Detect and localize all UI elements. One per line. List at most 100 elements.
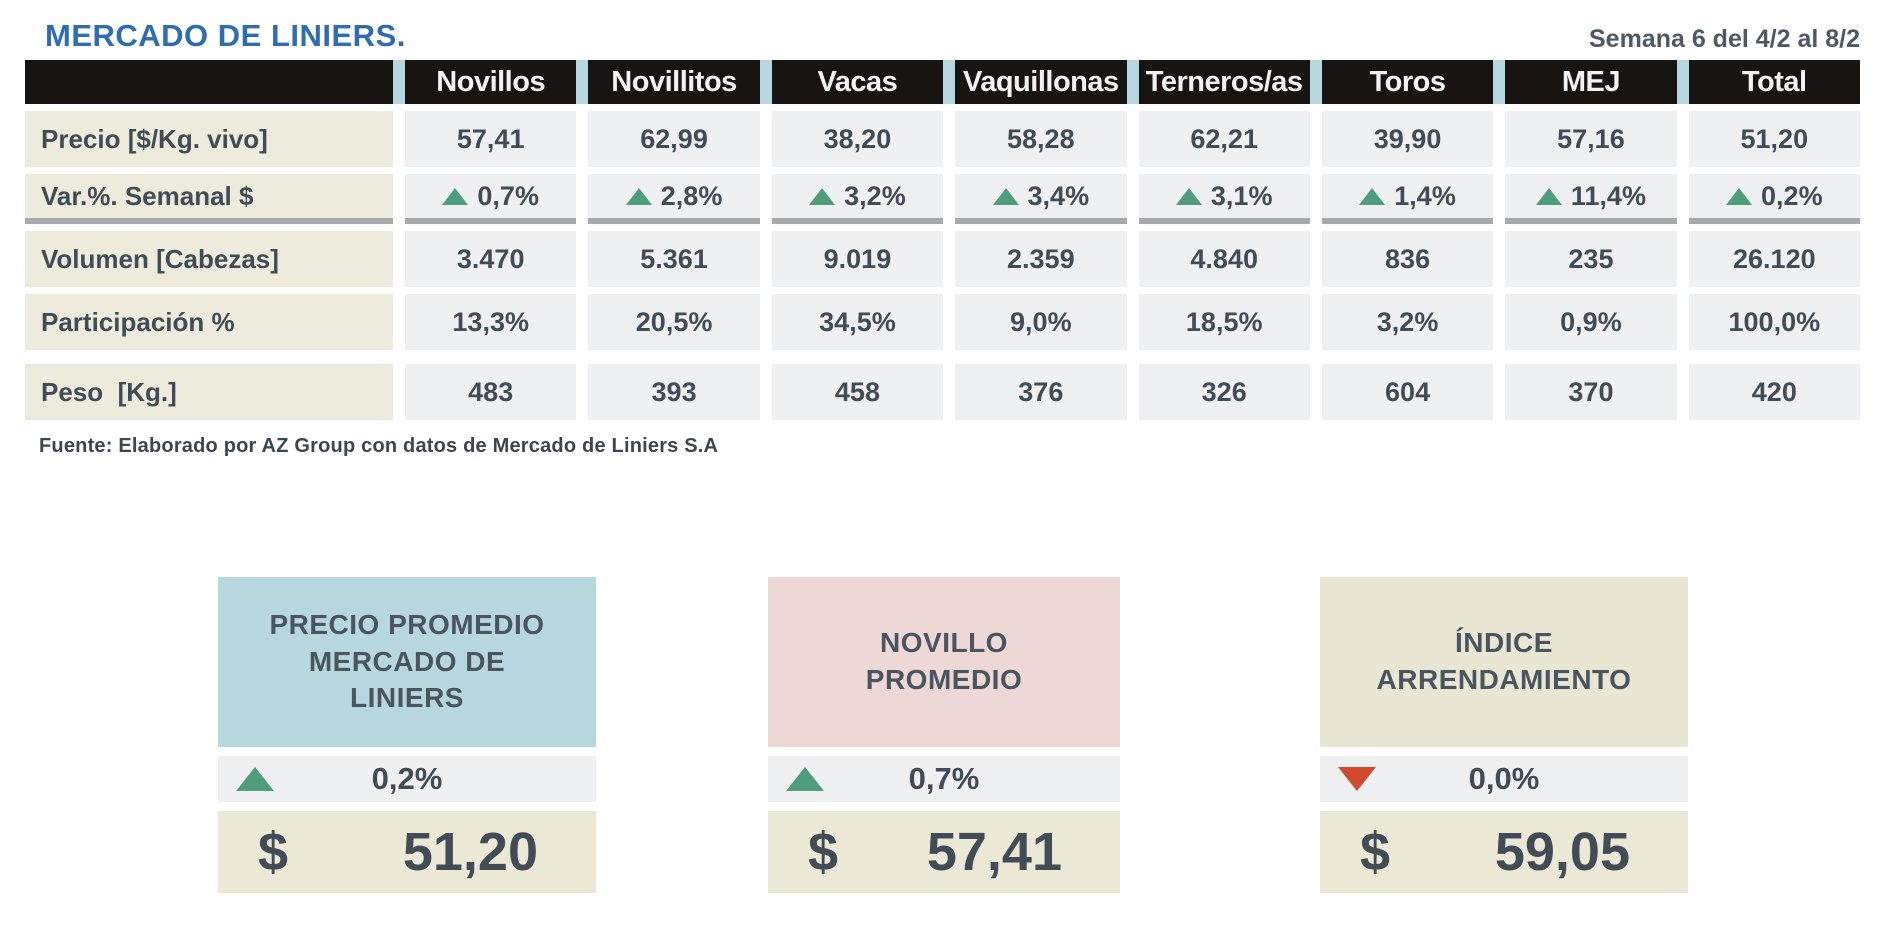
- up-triangle-icon: [1726, 187, 1753, 205]
- table-cell: 38,20: [771, 111, 944, 167]
- table-cell: 11,4%: [1505, 174, 1677, 224]
- kpi-title: ÍNDICE ARRENDAMIENTO: [1320, 577, 1688, 747]
- up-triangle-icon: [992, 187, 1019, 205]
- table-row-peso: Peso [Kg.] 483 393 458 376 326 604 370 4…: [25, 364, 1860, 420]
- table-cell: 393: [588, 364, 760, 420]
- table-cell: 100,0%: [1688, 294, 1860, 350]
- table-cell: 57,16: [1505, 111, 1677, 167]
- kpi-value-row: $ 51,20: [218, 811, 596, 893]
- column-header-vacas: Vacas: [771, 60, 944, 104]
- table-cell: 604: [1321, 364, 1494, 420]
- table-cell: 1,4%: [1321, 174, 1494, 224]
- table-cell: 376: [955, 364, 1127, 420]
- table-cell: 34,5%: [771, 294, 944, 350]
- kpi-title: PRECIO PROMEDIO MERCADO DE LINIERS: [218, 577, 596, 747]
- table-row-precio: Precio [$/Kg. vivo] 57,41 62,99 38,20 58…: [25, 111, 1860, 167]
- table-cell: 2.359: [955, 231, 1127, 287]
- up-triangle-icon: [1359, 187, 1386, 205]
- table-cell: 26.120: [1688, 231, 1860, 287]
- table-cell: 2,8%: [588, 174, 760, 224]
- kpi-value: 59,05: [1494, 822, 1630, 882]
- kpi-card-indice-arrendamiento: ÍNDICE ARRENDAMIENTO 0,0% $ 59,05: [1320, 577, 1688, 893]
- table-cell: 420: [1688, 364, 1860, 420]
- column-header-novillitos: Novillitos: [588, 60, 760, 104]
- up-triangle-icon: [625, 187, 652, 205]
- column-header-terneros: Terneros/as: [1138, 60, 1310, 104]
- kpi-variation-value: 0,2%: [371, 761, 443, 796]
- table-cell: 458: [771, 364, 944, 420]
- kpi-value-row: $ 57,41: [768, 811, 1120, 893]
- table-cell: 39,90: [1321, 111, 1494, 167]
- row-label: Volumen [Cabezas]: [25, 231, 393, 287]
- table-cell: 5.361: [588, 231, 760, 287]
- kpi-variation-row: 0,0%: [1320, 756, 1688, 802]
- table-cell: 18,5%: [1138, 294, 1310, 350]
- table-cell: 62,21: [1138, 111, 1310, 167]
- currency-symbol: $: [258, 822, 289, 882]
- report-page: MERCADO DE LINIERS. Semana 6 del 4/2 al …: [25, 12, 1860, 907]
- cell-value: 11,4%: [1570, 180, 1646, 211]
- down-triangle-icon: [1338, 767, 1376, 791]
- table-cell: 9.019: [771, 231, 944, 287]
- table-row-participacion: Participación % 13,3% 20,5% 34,5% 9,0% 1…: [25, 294, 1860, 350]
- title-bar: MERCADO DE LINIERS. Semana 6 del 4/2 al …: [25, 12, 1860, 54]
- currency-symbol: $: [1360, 822, 1391, 882]
- source-note: Fuente: Elaborado por AZ Group con datos…: [39, 435, 719, 457]
- kpi-value-row: $ 59,05: [1320, 811, 1688, 893]
- column-header-novillos: Novillos: [405, 60, 577, 104]
- table-cell: 836: [1321, 231, 1494, 287]
- kpi-title: NOVILLO PROMEDIO: [768, 577, 1120, 747]
- row-label: Precio [$/Kg. vivo]: [25, 111, 393, 167]
- kpi-variation-value: 0,0%: [1468, 761, 1540, 796]
- kpi-cards: PRECIO PROMEDIO MERCADO DE LINIERS 0,2% …: [25, 577, 1860, 907]
- kpi-value: 51,20: [402, 822, 538, 882]
- kpi-variation-row: 0,7%: [768, 756, 1120, 802]
- table-cell: 0,9%: [1505, 294, 1677, 350]
- row-label: Participación %: [25, 294, 393, 350]
- column-header-vaquillonas: Vaquillonas: [955, 60, 1127, 104]
- table-cell: 3.470: [405, 231, 577, 287]
- table-cell: 3,2%: [1321, 294, 1494, 350]
- kpi-value: 57,41: [926, 822, 1062, 882]
- table-cell: 20,5%: [588, 294, 760, 350]
- table-cell: 326: [1138, 364, 1310, 420]
- row-label: Peso [Kg.]: [25, 364, 393, 420]
- table-cell: 4.840: [1138, 231, 1310, 287]
- table-cell: 3,4%: [955, 174, 1127, 224]
- column-header-mej: MEJ: [1505, 60, 1677, 104]
- kpi-card-novillo-promedio: NOVILLO PROMEDIO 0,7% $ 57,41: [768, 577, 1120, 893]
- cell-value: 3,2%: [844, 180, 906, 211]
- table-cell: 57,41: [405, 111, 577, 167]
- table-cell: 62,99: [588, 111, 760, 167]
- table-cell: 235: [1505, 231, 1677, 287]
- table-cell: 483: [405, 364, 577, 420]
- table-cell: 0,7%: [405, 174, 577, 224]
- kpi-variation-row: 0,2%: [218, 756, 596, 802]
- up-triangle-icon: [786, 767, 824, 791]
- cell-value: 1,4%: [1394, 180, 1456, 211]
- row-label: Var.%. Semanal $: [25, 174, 393, 224]
- currency-symbol: $: [808, 822, 839, 882]
- table-cell: 3,2%: [771, 174, 944, 224]
- column-header-toros: Toros: [1321, 60, 1494, 104]
- cell-value: 3,1%: [1210, 180, 1273, 211]
- table-header-row: Novillos Novillitos Vacas Vaquillonas Te…: [25, 60, 1860, 104]
- up-triangle-icon: [442, 187, 469, 205]
- table-cell: 51,20: [1688, 111, 1860, 167]
- table-cell: 3,1%: [1138, 174, 1310, 224]
- page-title: MERCADO DE LINIERS.: [45, 18, 406, 53]
- up-triangle-icon: [1175, 187, 1202, 205]
- up-triangle-icon: [236, 767, 274, 791]
- kpi-variation-value: 0,7%: [908, 761, 980, 796]
- table-cell: 58,28: [955, 111, 1127, 167]
- cell-value: 2,8%: [660, 180, 723, 211]
- up-triangle-icon: [809, 187, 836, 205]
- cell-value: 3,4%: [1027, 180, 1090, 211]
- table-cell: 13,3%: [405, 294, 577, 350]
- table-corner-cell: [25, 60, 393, 104]
- table-row-variacion: Var.%. Semanal $ 0,7% 2,8% 3,2% 3,4% 3,1…: [25, 174, 1860, 224]
- table-cell: 370: [1505, 364, 1677, 420]
- up-triangle-icon: [1535, 187, 1562, 205]
- column-header-total: Total: [1688, 60, 1860, 104]
- cell-value: 0,7%: [477, 180, 539, 211]
